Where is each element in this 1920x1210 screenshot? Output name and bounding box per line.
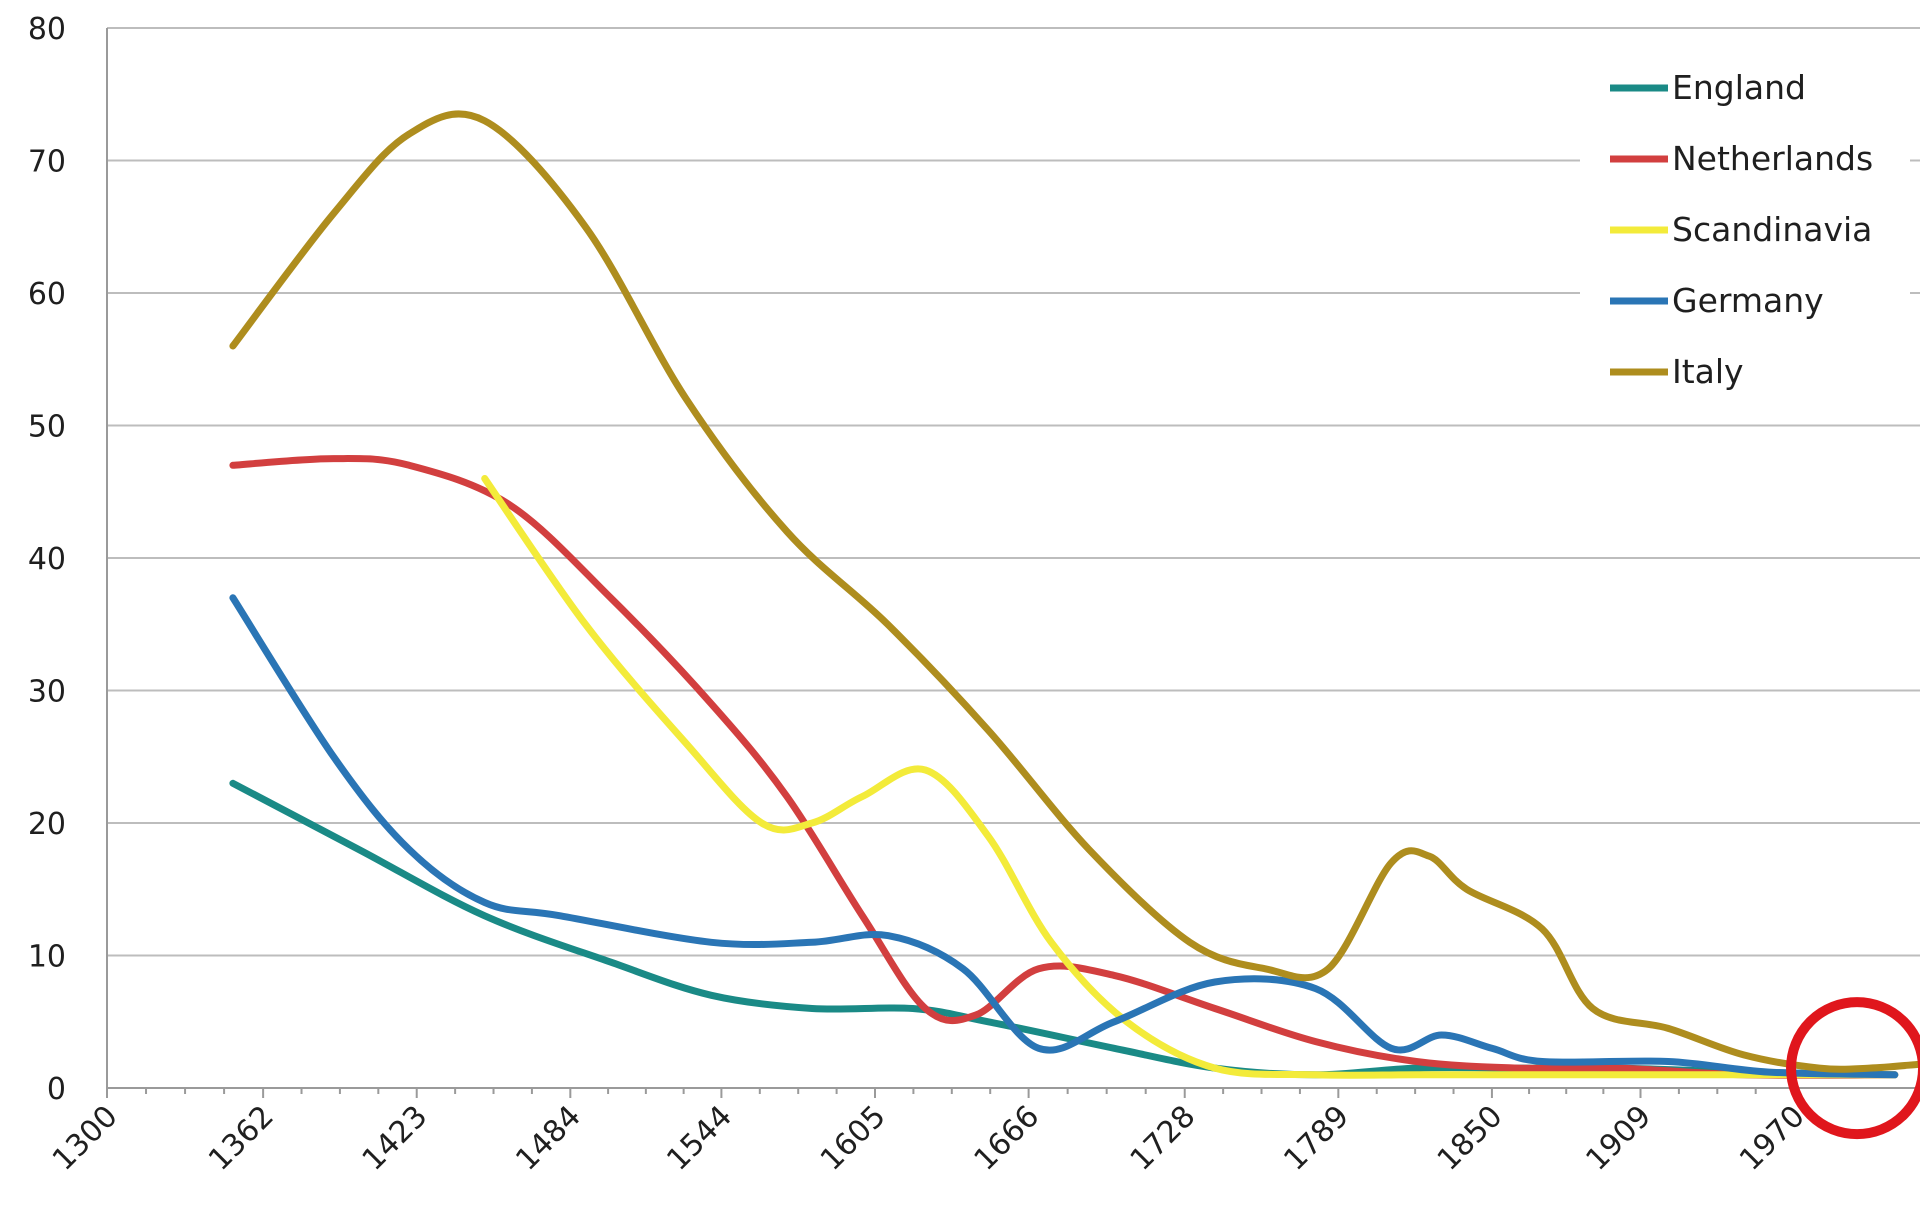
- y-tick-label-40: 40: [28, 542, 66, 577]
- series-lines: [229, 110, 1920, 1079]
- x-tick-label-1850: 1850: [1431, 1099, 1510, 1178]
- y-axis-ticks: 0 10 20 30 40 50 60 70 80: [28, 12, 66, 1107]
- series-line-netherlands: [229, 455, 1899, 1079]
- legend-label-germany: Germany: [1672, 281, 1824, 320]
- legend-label-england: England: [1672, 68, 1806, 107]
- x-axis-ticks: 1300 1362 1423 1484 1544 1605 1666 1728 1789 1850…: [46, 1088, 1812, 1178]
- axes: [106, 28, 1920, 1089]
- legend: England Netherlands Scandinavia Germany Ital…: [1580, 55, 1910, 405]
- x-tick-label-1362: 1362: [202, 1099, 281, 1178]
- y-tick-label-50: 50: [28, 410, 66, 445]
- x-tick-label-1728: 1728: [1124, 1099, 1203, 1178]
- series-line-germany: [229, 594, 1899, 1079]
- x-tick-label-1605: 1605: [814, 1099, 893, 1178]
- series-line-scandinavia: [481, 475, 1899, 1079]
- y-tick-label-10: 10: [28, 940, 66, 975]
- x-tick-label-1484: 1484: [509, 1099, 588, 1178]
- y-tick-label-20: 20: [28, 807, 66, 842]
- y-tick-label-60: 60: [28, 277, 66, 312]
- legend-label-netherlands: Netherlands: [1672, 139, 1873, 178]
- x-tick-label-1300: 1300: [46, 1099, 125, 1178]
- x-tick-label-1544: 1544: [660, 1099, 739, 1178]
- highlight-circle: [1786, 997, 1920, 1140]
- y-tick-label-70: 70: [28, 145, 66, 180]
- x-tick-label-1909: 1909: [1579, 1099, 1658, 1178]
- x-tick-label-1423: 1423: [356, 1099, 435, 1178]
- y-tick-label-30: 30: [28, 675, 66, 710]
- legend-label-scandinavia: Scandinavia: [1672, 210, 1872, 249]
- annotations: [1786, 997, 1920, 1140]
- x-tick-label-1970: 1970: [1733, 1099, 1812, 1178]
- y-tick-label-0: 0: [47, 1072, 66, 1107]
- legend-label-italy: Italy: [1672, 352, 1744, 391]
- x-tick-label-1789: 1789: [1277, 1099, 1356, 1178]
- y-tick-label-80: 80: [28, 12, 66, 47]
- series-line-italy: [229, 110, 1920, 1073]
- x-tick-label-1666: 1666: [968, 1099, 1047, 1178]
